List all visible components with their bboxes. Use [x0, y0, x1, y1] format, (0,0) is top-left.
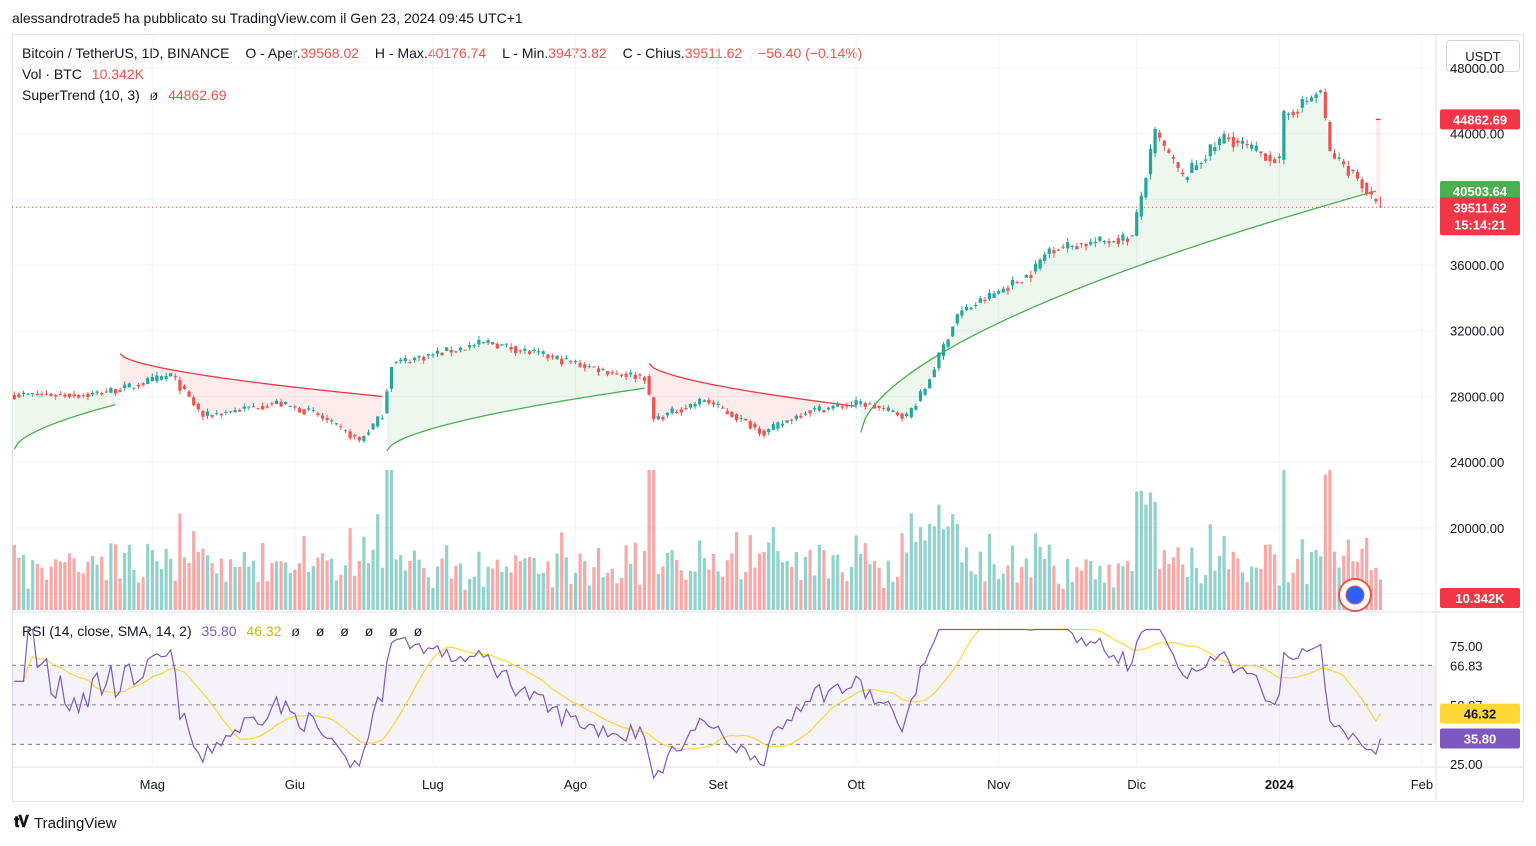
supertrend-value: 44862.69: [168, 87, 227, 103]
change-value: −56.40 (−0.14%): [758, 45, 863, 61]
currency-button[interactable]: USDT: [1446, 40, 1520, 72]
footer: 𝐭𝐕 TradingView: [14, 814, 117, 832]
open-value: 39568.02: [300, 45, 360, 61]
open-label: O - Aper.: [245, 45, 301, 61]
chart-frame: [12, 34, 1524, 802]
supertrend-label[interactable]: SuperTrend (10, 3): [22, 87, 140, 103]
attribution: alessandrotrade5 ha pubblicato su Tradin…: [12, 10, 523, 26]
supertrend-symbol: ø: [149, 87, 159, 103]
rsi-label[interactable]: RSI (14, close, SMA, 14, 2): [22, 623, 192, 639]
close-label: C - Chius.: [622, 45, 685, 61]
high-label: H - Max.: [374, 45, 428, 61]
rsi-ma-value: 46.32: [246, 623, 282, 639]
rsi-legend: RSI (14, close, SMA, 14, 2) 35.80 46.32 …: [22, 623, 428, 639]
brand-name: TradingView: [34, 814, 117, 832]
tradingview-logo-icon: 𝐭𝐕: [14, 814, 29, 831]
symbol-name[interactable]: Bitcoin / TetherUS, 1D, BINANCE: [22, 45, 230, 61]
volume-label[interactable]: Vol · BTC: [22, 66, 82, 82]
low-label: L - Min.: [502, 45, 549, 61]
supertrend-legend: SuperTrend (10, 3) ø 44862.69: [22, 87, 227, 103]
rsi-extra-values: ø ø ø ø ø ø: [291, 623, 429, 639]
price-legend: Bitcoin / TetherUS, 1D, BINANCE O - Aper…: [22, 45, 862, 61]
low-value: 39473.82: [548, 45, 607, 61]
close-value: 39511.62: [684, 45, 743, 61]
volume-value: 10.342K: [91, 66, 144, 82]
high-value: 40176.74: [427, 45, 487, 61]
volume-legend: Vol · BTC 10.342K: [22, 66, 144, 82]
rsi-value: 35.80: [201, 623, 237, 639]
